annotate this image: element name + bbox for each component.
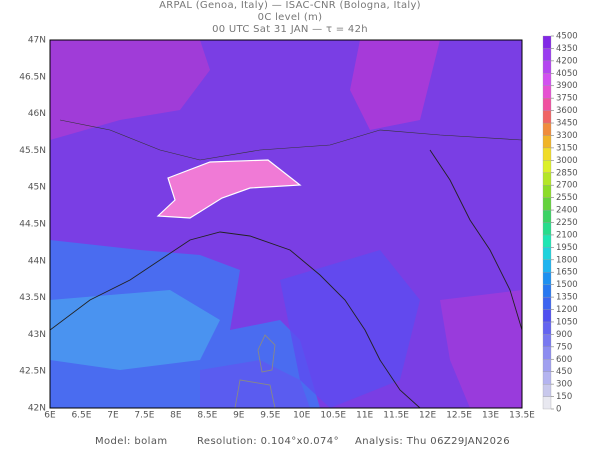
colorbar-swatch (542, 160, 552, 173)
colorbar-label: 3150 (556, 143, 578, 153)
lat-label: 43.5N (19, 293, 46, 303)
colorbar-label: 1050 (556, 317, 578, 327)
lat-label: 42.5N (19, 367, 46, 377)
colorbar-swatch (542, 346, 552, 360)
colorbar-swatch (542, 309, 552, 323)
colorbar-label: 150 (556, 392, 572, 402)
colorbar-swatch (542, 321, 552, 335)
colorbar-swatch (542, 247, 552, 260)
lat-label: 44.5N (19, 220, 46, 230)
colorbar-swatch (542, 35, 552, 49)
colorbar-label: 3300 (556, 131, 578, 141)
lon-label: 6E (44, 411, 56, 421)
colorbar-swatch (542, 135, 552, 149)
colorbar-swatch (542, 110, 552, 124)
lon-label: 9.5E (260, 411, 280, 421)
title-line: 00 UTC Sat 31 JAN — τ = 42h (212, 24, 368, 35)
lon-label: 8.5E (197, 411, 217, 421)
colorbar-label: 750 (556, 342, 572, 352)
lon-label: 11E (356, 411, 373, 421)
colorbar-label: 1950 (556, 243, 578, 253)
colorbar-label: 3000 (556, 156, 578, 166)
lat-label: 45N (28, 183, 46, 193)
lat-label: 46.5N (19, 72, 46, 82)
colorbar-label: 4500 (556, 32, 578, 42)
lon-label: 7E (107, 411, 119, 421)
colorbar-label: 2700 (556, 181, 578, 191)
lat-label: 42N (28, 404, 46, 414)
lon-label: 9E (233, 411, 245, 421)
colorbar-label: 900 (556, 330, 572, 340)
colorbar-label: 3750 (556, 94, 578, 104)
colorbar-label: 2850 (556, 168, 578, 178)
map-frame (49, 39, 523, 409)
colorbar-swatch (542, 98, 552, 111)
colorbar-swatch (542, 334, 552, 347)
title-line: ARPAL (Genoa, Italy) — ISAC-CNR (Bologna… (159, 0, 421, 11)
colorbar-label: 4200 (556, 56, 578, 66)
colorbar-swatch (542, 396, 552, 410)
colorbar-swatch (542, 85, 552, 99)
colorbar-label: 1650 (556, 268, 578, 278)
map-field (50, 40, 522, 408)
model-label: Model: bolam (95, 436, 168, 447)
colorbar-label: 1200 (556, 305, 578, 315)
colorbar-label: 600 (556, 355, 572, 365)
colorbar-label: 450 (556, 367, 572, 377)
colorbar-swatch (542, 73, 552, 86)
colorbar-label: 2250 (556, 218, 578, 228)
colorbar-swatch (542, 60, 552, 74)
title-line: 0C level (m) (258, 12, 323, 23)
colorbar-label: 0 (556, 405, 561, 415)
colorbar-label: 3900 (556, 81, 578, 91)
colorbar-swatch (542, 272, 552, 285)
colorbar-swatch (542, 185, 552, 198)
lon-label: 13E (482, 411, 499, 421)
colorbar-swatch (542, 383, 552, 397)
colorbar-label: 4350 (556, 44, 578, 54)
lon-label: 13.5E (509, 411, 535, 421)
colorbar-label: 3600 (556, 106, 578, 116)
colorbar-label: 3450 (556, 119, 578, 129)
colorbar-swatch (542, 296, 552, 310)
colorbar-swatch (542, 222, 552, 236)
lat-label: 46N (28, 109, 46, 119)
colorbar-label: 2400 (556, 206, 578, 216)
colorbar-label: 2100 (556, 230, 578, 240)
colorbar-label: 2550 (556, 193, 578, 203)
colorbar-swatch (542, 172, 552, 186)
colorbar-swatch (542, 359, 552, 372)
colorbar-swatch (542, 259, 552, 273)
lat-label: 47N (28, 36, 46, 46)
lon-label: 10.5E (320, 411, 346, 421)
colorbar-swatch (542, 371, 552, 385)
colorbar-swatch (542, 234, 552, 248)
colorbar-label: 300 (556, 380, 572, 390)
lon-label: 11.5E (383, 411, 409, 421)
colorbar-swatch (542, 122, 552, 136)
colorbar-label: 1500 (556, 280, 578, 290)
colorbar-label: 1800 (556, 255, 578, 265)
colorbar-label: 4050 (556, 69, 578, 79)
lon-label: 12.5E (446, 411, 472, 421)
resolution-label: Resolution: 0.104°x0.074° (197, 436, 339, 447)
colorbar-label: 1350 (556, 293, 578, 303)
lat-label: 44N (28, 256, 46, 266)
colorbar-swatch (542, 209, 552, 223)
colorbar-swatch (542, 284, 552, 298)
colorbar-swatch (542, 48, 552, 62)
lat-label: 45.5N (19, 146, 46, 156)
lon-label: 12E (419, 411, 436, 421)
lat-label: 43N (28, 330, 46, 340)
colorbar-swatch (542, 197, 552, 211)
lon-label: 10E (293, 411, 310, 421)
analysis-label: Analysis: Thu 06Z29JAN2026 (355, 436, 510, 447)
lon-label: 6.5E (71, 411, 91, 421)
colorbar-swatch (542, 147, 552, 161)
lon-label: 7.5E (134, 411, 154, 421)
lon-label: 8E (170, 411, 182, 421)
